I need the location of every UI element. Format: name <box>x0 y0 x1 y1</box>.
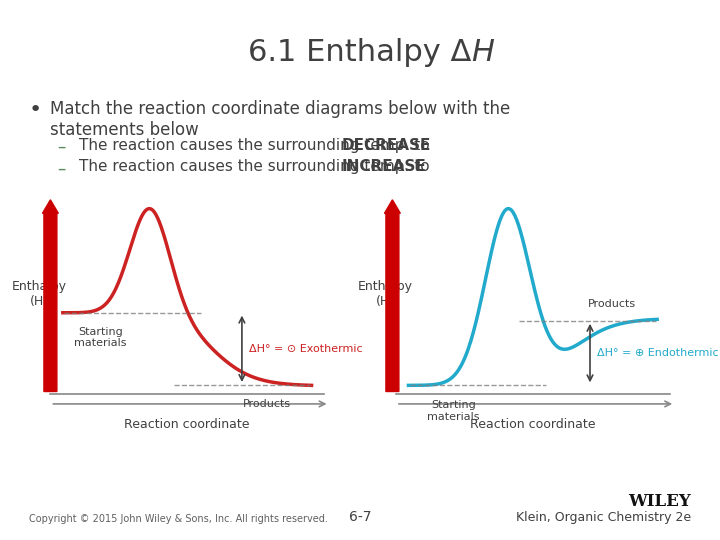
Text: The reaction causes the surrounding temp. to: The reaction causes the surrounding temp… <box>79 138 435 153</box>
Text: Match the reaction coordinate diagrams below with the
statements below: Match the reaction coordinate diagrams b… <box>50 100 510 139</box>
Text: Reaction coordinate: Reaction coordinate <box>470 417 595 430</box>
Text: Starting
materials: Starting materials <box>74 327 127 348</box>
Text: Enthalpy
(H): Enthalpy (H) <box>358 280 413 308</box>
Text: Products: Products <box>243 399 291 409</box>
Text: Klein, Organic Chemistry 2e: Klein, Organic Chemistry 2e <box>516 511 691 524</box>
Text: Enthalpy
(H): Enthalpy (H) <box>12 280 67 308</box>
Text: •: • <box>29 100 42 120</box>
Text: Products: Products <box>588 299 636 309</box>
Text: –: – <box>58 138 66 156</box>
Text: 6-7: 6-7 <box>348 510 372 524</box>
Text: The reaction causes the surrounding temp. to: The reaction causes the surrounding temp… <box>79 159 435 174</box>
Text: ΔH° = ⊙ Exothermic: ΔH° = ⊙ Exothermic <box>249 344 363 354</box>
Text: –: – <box>58 159 66 177</box>
Text: 6.1 Enthalpy Δ: 6.1 Enthalpy Δ <box>248 38 472 67</box>
Text: DECREASE: DECREASE <box>342 138 431 153</box>
Text: Reaction coordinate: Reaction coordinate <box>125 417 250 430</box>
Text: WILEY: WILEY <box>629 494 691 510</box>
Text: H: H <box>472 38 495 67</box>
Text: Starting
materials: Starting materials <box>427 400 480 422</box>
Text: INCREASE: INCREASE <box>342 159 427 174</box>
Text: Copyright © 2015 John Wiley & Sons, Inc. All rights reserved.: Copyright © 2015 John Wiley & Sons, Inc.… <box>29 514 328 524</box>
Text: ΔH° = ⊕ Endothermic: ΔH° = ⊕ Endothermic <box>598 348 719 358</box>
